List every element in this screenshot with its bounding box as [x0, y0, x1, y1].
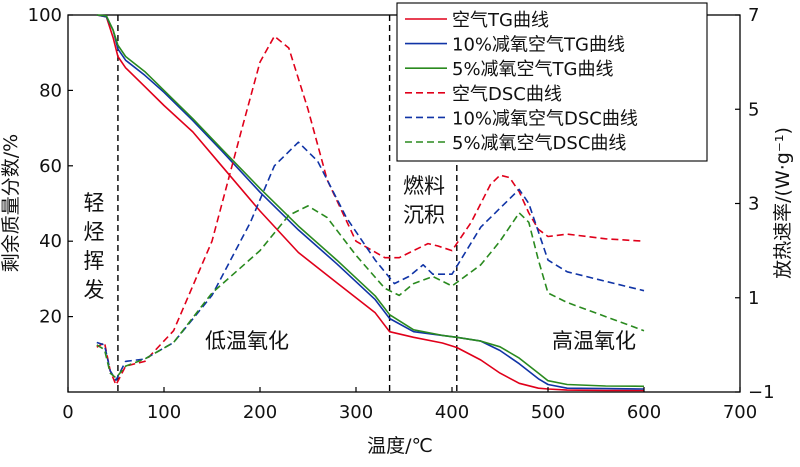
series-line-2: [96, 14, 645, 390]
y-axis-title-right: 放热速率/(W·g⁻¹): [772, 127, 794, 279]
y-left-tick-label: 80: [39, 80, 62, 101]
y-axis-title-left: 剩余质量分数/%: [0, 134, 22, 272]
legend-label-4: 空气DSC曲线: [452, 84, 562, 105]
y-right-tick-label: 3: [748, 194, 759, 215]
y-left-tick-label: 100: [28, 5, 62, 26]
series-line-1: [96, 14, 644, 392]
x-tick-label: 600: [627, 402, 661, 423]
y-left-tick-label: 40: [39, 231, 62, 252]
y-right-tick-label: 5: [748, 99, 759, 120]
series-line-6: [96, 205, 645, 379]
x-tick-label: 500: [531, 402, 565, 423]
y-right-tick-label: −1: [748, 382, 775, 403]
series-line-3: [96, 14, 645, 388]
annotation-light-hydrocarbon-volatilization: 轻烃挥发: [84, 191, 105, 302]
legend-label-6: 5%减氧空气DSC曲线: [452, 133, 626, 154]
legend-label-2: 10%减氧空气TG曲线: [452, 35, 625, 56]
x-tick-label: 0: [62, 402, 73, 423]
x-tick-label: 100: [147, 402, 181, 423]
annotation-fuel-deposition: 燃料沉积: [403, 174, 445, 227]
x-tick-label: 200: [243, 402, 277, 423]
y-right-tick-label: 1: [748, 288, 759, 309]
y-right-tick-label: 7: [748, 5, 759, 26]
annotation-low-temp-oxidation: 低温氧化: [205, 329, 289, 353]
legend-box: [396, 2, 708, 162]
x-tick-label: 700: [723, 402, 757, 423]
y-left-tick-label: 60: [39, 156, 62, 177]
x-tick-label: 300: [339, 402, 373, 423]
x-tick-label: 400: [435, 402, 469, 423]
legend-label-5: 10%减氧空气DSC曲线: [452, 108, 638, 129]
y-left-tick-label: 20: [39, 307, 62, 328]
legend-label-1: 空气TG曲线: [452, 10, 549, 31]
legend-label-3: 5%减氧空气TG曲线: [452, 59, 614, 80]
annotation-high-temp-oxidation: 高温氧化: [552, 329, 636, 353]
series-line-5: [96, 141, 645, 382]
x-axis-title: 温度/℃: [367, 435, 433, 457]
